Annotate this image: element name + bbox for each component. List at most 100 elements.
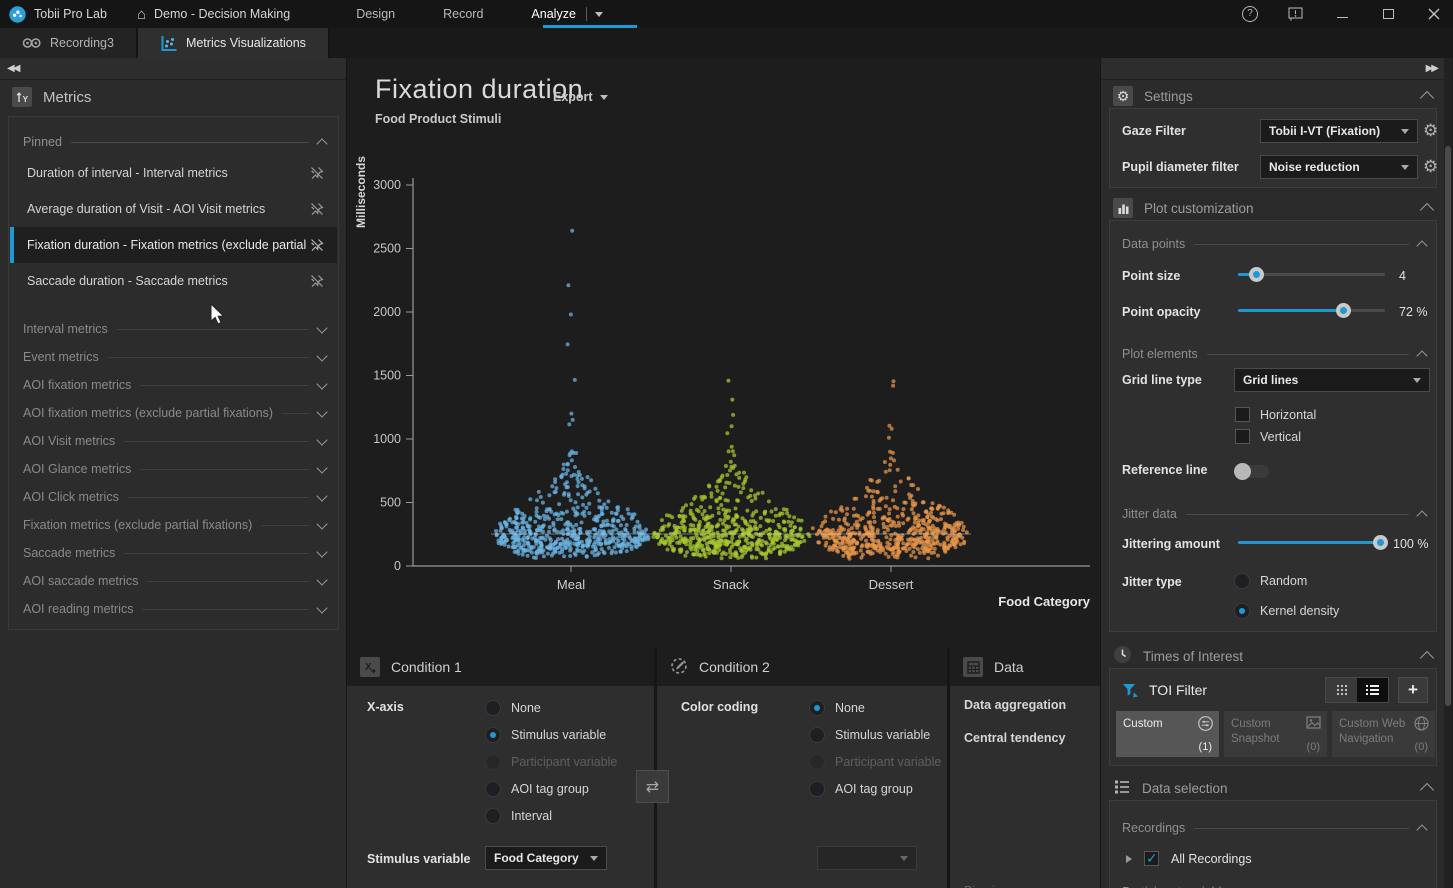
scrollbar[interactable] xyxy=(1444,58,1452,888)
category-aoi-saccade-metrics[interactable]: AOI saccade metrics xyxy=(23,567,326,595)
pupil-filter-select[interactable]: Noise reduction xyxy=(1260,155,1418,179)
stimulus-variable-select[interactable]: Food Category xyxy=(485,846,607,870)
category-interval-metrics[interactable]: Interval metrics xyxy=(23,315,326,343)
radio-color-none[interactable]: None xyxy=(809,698,865,718)
grid-line-type-select[interactable]: Grid lines xyxy=(1234,368,1430,392)
chevron-down-icon[interactable] xyxy=(316,378,327,389)
reference-line-toggle[interactable] xyxy=(1236,465,1269,478)
jitter-data-section[interactable]: Jitter data xyxy=(1122,507,1426,521)
chevron-down-icon[interactable] xyxy=(316,574,327,585)
jittering-amount-slider[interactable] xyxy=(1238,535,1385,550)
pinned-metric-average-duration-of-visit[interactable]: Average duration of Visit - AOI Visit me… xyxy=(10,191,337,227)
pinned-metric-saccade-duration[interactable]: Saccade duration - Saccade metrics xyxy=(10,263,337,299)
collapse-right-sidebar-button[interactable]: ▶▶ xyxy=(1101,58,1444,80)
nav-tab-analyze[interactable]: Analyze xyxy=(507,0,610,28)
tab-recording3[interactable]: Recording3 xyxy=(0,28,138,58)
grid-view-button[interactable] xyxy=(1326,678,1357,702)
help-button[interactable]: ? xyxy=(1231,0,1269,28)
scrollbar-thumb[interactable] xyxy=(1445,146,1451,706)
radio-color-stimulus-variable[interactable]: Stimulus variable xyxy=(809,725,930,745)
chevron-down-icon[interactable] xyxy=(316,322,327,333)
data-aggregation-label[interactable]: Data aggregation xyxy=(964,698,1066,712)
chevron-up-icon[interactable] xyxy=(1416,240,1427,251)
times-of-interest-header[interactable]: Times of Interest xyxy=(1101,644,1444,668)
toi-card-custom-web-navigation[interactable]: Custom Web Navigation (0) xyxy=(1332,711,1435,757)
unpin-icon[interactable] xyxy=(309,165,325,181)
chevron-down-icon[interactable] xyxy=(316,490,327,501)
category-aoi-click-metrics[interactable]: AOI Click metrics xyxy=(23,483,326,511)
nav-tab-design[interactable]: Design xyxy=(332,0,419,28)
category-aoi-fixation-metrics-excl[interactable]: AOI fixation metrics (exclude partial fi… xyxy=(23,399,326,427)
category-aoi-glance-metrics[interactable]: AOI Glance metrics xyxy=(23,455,326,483)
chevron-down-icon[interactable] xyxy=(316,406,327,417)
all-recordings-checkbox[interactable] xyxy=(1144,851,1159,866)
close-button[interactable] xyxy=(1415,0,1453,28)
plot-customization-header[interactable]: Plot customization xyxy=(1101,196,1444,220)
chevron-down-icon[interactable] xyxy=(595,12,603,17)
settings-panel-header[interactable]: ⚙ Settings xyxy=(1101,84,1444,108)
data-points-section[interactable]: Data points xyxy=(1122,237,1426,251)
toi-card-custom-snapshot[interactable]: Custom Snapshot (0) xyxy=(1224,711,1327,757)
radio-xaxis-none[interactable]: None xyxy=(485,698,541,718)
category-aoi-fixation-metrics[interactable]: AOI fixation metrics xyxy=(23,371,326,399)
maximize-button[interactable] xyxy=(1369,0,1407,28)
category-event-metrics[interactable]: Event metrics xyxy=(23,343,326,371)
list-view-button[interactable] xyxy=(1357,678,1388,702)
nav-tab-record[interactable]: Record xyxy=(419,0,507,28)
chevron-up-icon[interactable] xyxy=(1420,203,1434,217)
recordings-section[interactable]: Recordings xyxy=(1122,821,1426,835)
checkbox-vertical[interactable]: Vertical xyxy=(1235,429,1301,444)
chevron-down-icon[interactable] xyxy=(316,350,327,361)
chevron-up-icon[interactable] xyxy=(316,138,327,149)
expand-arrow-icon[interactable] xyxy=(1126,855,1132,863)
gaze-filter-select[interactable]: Tobii I-VT (Fixation) xyxy=(1260,119,1418,143)
slider-thumb[interactable] xyxy=(1336,303,1351,318)
chevron-up-icon[interactable] xyxy=(1416,510,1427,521)
project-name[interactable]: Demo - Decision Making xyxy=(154,7,290,21)
category-fixation-metrics-excl[interactable]: Fixation metrics (exclude partial fixati… xyxy=(23,511,326,539)
toi-card-custom[interactable]: Custom (1) xyxy=(1116,711,1219,757)
pinned-section-header[interactable]: Pinned xyxy=(23,135,326,149)
add-toi-button[interactable]: + xyxy=(1398,677,1428,703)
point-opacity-slider[interactable] xyxy=(1238,303,1385,318)
unpin-icon[interactable] xyxy=(309,201,325,217)
radio-xaxis-stimulus-variable[interactable]: Stimulus variable xyxy=(485,725,606,745)
home-icon[interactable]: ⌂ xyxy=(137,6,146,23)
radio-jitter-random[interactable]: Random xyxy=(1234,571,1307,591)
all-recordings-row[interactable]: All Recordings xyxy=(1126,851,1252,866)
central-tendency-label[interactable]: Central tendency xyxy=(964,731,1065,745)
chevron-up-icon[interactable] xyxy=(1416,824,1427,835)
pinned-metric-duration-of-interval[interactable]: Duration of interval - Interval metrics xyxy=(10,155,337,191)
data-selection-header[interactable]: Data selection xyxy=(1101,776,1444,800)
chevron-down-icon[interactable] xyxy=(316,518,327,529)
unpin-icon[interactable] xyxy=(309,273,325,289)
feedback-button[interactable] xyxy=(1277,0,1315,28)
fixation-duration-chart[interactable]: 050010001500200025003000MillisecondsMeal… xyxy=(347,140,1100,630)
chevron-down-icon[interactable] xyxy=(316,546,327,557)
radio-xaxis-interval[interactable]: Interval xyxy=(485,806,552,826)
chevron-up-icon[interactable] xyxy=(1420,651,1434,665)
pupil-filter-settings-button[interactable]: ⚙ xyxy=(1423,158,1438,175)
radio-jitter-kernel-density[interactable]: Kernel density xyxy=(1234,601,1339,621)
category-aoi-visit-metrics[interactable]: AOI Visit metrics xyxy=(23,427,326,455)
chevron-up-icon[interactable] xyxy=(1416,350,1427,361)
radio-color-aoi-tag-group[interactable]: AOI tag group xyxy=(809,779,913,799)
radio-xaxis-aoi-tag-group[interactable]: AOI tag group xyxy=(485,779,589,799)
unpin-icon[interactable] xyxy=(309,237,325,253)
pinned-metric-fixation-duration[interactable]: Fixation duration - Fixation metrics (ex… xyxy=(10,227,337,263)
chevron-down-icon[interactable] xyxy=(316,462,327,473)
minimize-button[interactable] xyxy=(1323,0,1361,28)
chevron-down-icon[interactable] xyxy=(316,434,327,445)
export-button[interactable]: Export xyxy=(553,90,608,104)
collapse-sidebar-button[interactable]: ◀◀ xyxy=(0,58,346,80)
chevron-up-icon[interactable] xyxy=(1420,91,1434,105)
chevron-up-icon[interactable] xyxy=(1420,783,1434,797)
checkbox-horizontal[interactable]: Horizontal xyxy=(1235,407,1316,422)
category-saccade-metrics[interactable]: Saccade metrics xyxy=(23,539,326,567)
chevron-down-icon[interactable] xyxy=(316,602,327,613)
category-aoi-reading-metrics[interactable]: AOI reading metrics xyxy=(23,595,326,623)
slider-thumb[interactable] xyxy=(1373,535,1388,550)
gaze-filter-settings-button[interactable]: ⚙ xyxy=(1423,122,1438,139)
swap-conditions-button[interactable]: ⇄ xyxy=(636,770,669,803)
point-size-slider[interactable] xyxy=(1238,267,1385,282)
